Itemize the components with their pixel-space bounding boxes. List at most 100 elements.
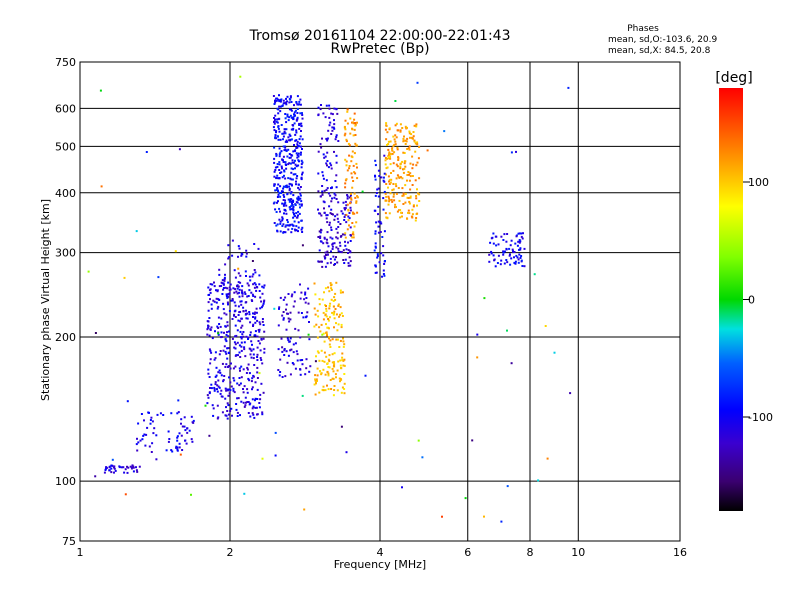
data-point (255, 406, 258, 409)
data-point (170, 412, 173, 415)
data-point (138, 465, 141, 468)
data-point (227, 244, 230, 247)
data-point (297, 214, 299, 217)
data-point (256, 413, 258, 416)
data-point (341, 212, 344, 215)
data-point (213, 281, 215, 284)
data-point (492, 232, 495, 235)
data-point (335, 338, 338, 341)
data-point (388, 200, 391, 203)
data-point (286, 95, 289, 98)
data-point (236, 287, 239, 290)
data-point (314, 360, 317, 363)
data-point (331, 129, 334, 132)
data-point (238, 351, 241, 354)
data-point (256, 371, 259, 374)
data-point (245, 372, 248, 374)
data-point (245, 249, 248, 252)
data-point (249, 279, 252, 282)
data-point (232, 377, 235, 380)
data-point (283, 128, 286, 131)
data-point (390, 172, 392, 174)
data-point (331, 248, 334, 250)
data-point (178, 148, 181, 151)
data-point (337, 323, 340, 326)
data-point (516, 244, 519, 247)
data-point (94, 475, 97, 478)
data-point (374, 230, 377, 233)
data-point (247, 412, 250, 414)
data-point (232, 287, 235, 290)
data-point (299, 297, 302, 300)
data-point (233, 269, 236, 272)
data-point (396, 174, 399, 177)
data-point (284, 113, 287, 115)
data-point (328, 307, 331, 310)
data-point (233, 313, 236, 316)
data-point (304, 291, 307, 294)
x-tick-label: 2 (227, 546, 234, 559)
data-point (411, 216, 414, 219)
data-point (240, 365, 243, 368)
data-point (353, 192, 356, 195)
data-point (394, 183, 397, 186)
data-point (210, 307, 213, 310)
data-point (399, 123, 402, 126)
data-point (293, 111, 296, 114)
data-point (411, 213, 414, 216)
data-point (174, 250, 177, 253)
data-point (219, 392, 222, 395)
data-point (335, 281, 338, 284)
data-point (261, 285, 264, 288)
data-point (247, 377, 250, 380)
data-point (228, 310, 231, 312)
data-point (292, 194, 295, 197)
data-point (399, 165, 402, 168)
data-point (332, 126, 335, 129)
grid-lines (80, 62, 680, 541)
data-point (476, 333, 479, 336)
data-point (334, 180, 337, 182)
data-point (292, 305, 295, 308)
data-point (353, 152, 356, 155)
data-point (218, 386, 221, 389)
data-point (383, 274, 386, 277)
data-point (388, 178, 391, 181)
data-point (390, 198, 393, 201)
data-point (238, 367, 241, 370)
data-point (285, 103, 288, 106)
data-point (260, 306, 263, 309)
data-point (307, 333, 310, 336)
data-point (110, 464, 113, 467)
data-point (335, 376, 337, 379)
data-point (244, 270, 247, 273)
data-point (325, 310, 328, 313)
data-point (184, 429, 187, 432)
data-point (284, 146, 287, 149)
data-point (335, 198, 338, 200)
data-point (330, 288, 333, 291)
data-point (213, 386, 216, 389)
data-point (249, 331, 252, 334)
data-point (301, 114, 304, 116)
data-point (274, 118, 276, 121)
data-point (276, 174, 279, 177)
data-point (126, 465, 128, 468)
data-point (283, 195, 286, 198)
data-point (331, 113, 334, 116)
data-point (300, 124, 303, 127)
data-point (283, 102, 286, 105)
data-point (383, 154, 386, 157)
data-point (253, 269, 256, 271)
data-point (353, 225, 356, 228)
data-point (217, 332, 220, 335)
data-point (342, 201, 345, 204)
data-point (288, 162, 291, 165)
data-point (232, 389, 235, 392)
data-point (322, 242, 325, 245)
data-point (293, 150, 296, 152)
data-point (224, 414, 227, 417)
data-point (274, 454, 277, 457)
data-point (283, 145, 286, 148)
